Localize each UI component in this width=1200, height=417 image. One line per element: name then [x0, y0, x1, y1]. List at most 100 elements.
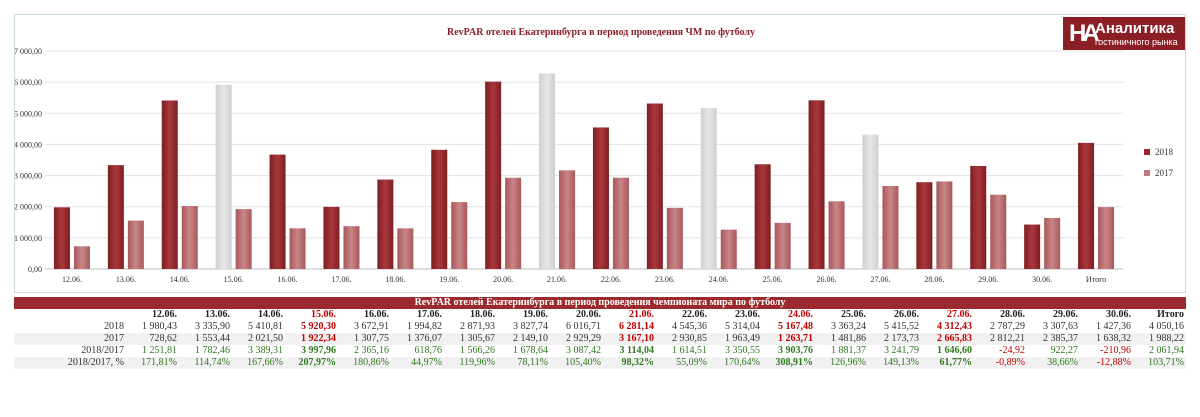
bar-2017-1806 — [397, 228, 414, 269]
row-label: 2018/2017, % — [14, 357, 126, 369]
bar-2017-2106 — [559, 170, 576, 269]
table-cell: 1 263,71 — [762, 333, 815, 345]
table-cell: 105,40% — [550, 357, 603, 369]
table-cell: 3 827,74 — [513, 321, 548, 332]
bar-2017-2506 — [774, 222, 791, 269]
table-cell: 1 638,32 — [1080, 333, 1133, 345]
bar-2017-2006 — [505, 177, 522, 269]
table-cell: 618,76 — [414, 345, 443, 356]
table-cell: 1 980,43 — [142, 321, 177, 332]
table-cell: 3 997,96 — [301, 345, 336, 356]
x-tick-label: 18.06. — [385, 275, 405, 284]
y-tick-label: 6 000,00 — [15, 78, 42, 87]
y-tick-label: 5 000,00 — [15, 109, 42, 118]
table-cell: 149,13% — [868, 357, 921, 369]
table-cell: 2 149,10 — [497, 333, 550, 345]
table-header-2106: 21.06. — [629, 309, 654, 320]
y-tick-label: 1 000,00 — [15, 234, 42, 243]
x-tick-label: 30.06. — [1032, 275, 1052, 284]
table-cell: 1 553,44 — [179, 333, 232, 345]
bar-2017-3006 — [1044, 217, 1061, 269]
bar-2018-Итого — [1078, 142, 1095, 269]
legend-swatch-2017 — [1144, 170, 1150, 176]
table-row: 2018/2017 1 251,81 1 782,46 3 389,31 3 997,9… — [14, 345, 1186, 357]
x-tick-label: 23.06. — [655, 275, 675, 284]
table-cell: 5 410,81 — [248, 321, 283, 332]
table-cell: 103,71% — [1133, 357, 1186, 369]
row-label: 2018 — [104, 321, 124, 332]
table-cell: 5 920,30 — [301, 321, 336, 332]
bar-2017-2206 — [612, 177, 629, 269]
table-cell: 38,66% — [1027, 357, 1080, 369]
table-cell: 3 241,79 — [884, 345, 919, 356]
table-cell: 98,32% — [603, 357, 656, 369]
table-header-1606: 16.06. — [364, 309, 389, 320]
x-tick-label: 17.06. — [331, 275, 351, 284]
table-cell: 2 665,83 — [921, 333, 974, 345]
bar-chart: RevPAR отелей Екатеринбурга в период про… — [15, 27, 1174, 284]
legend-swatch-2018 — [1144, 149, 1150, 155]
table-cell: -24,92 — [999, 345, 1025, 356]
bar-2018-2406 — [700, 108, 717, 269]
bar-2018-1606 — [269, 154, 286, 269]
chart-area: RevPAR отелей Екатеринбурга в период про… — [14, 14, 1186, 293]
table-cell: 6 281,14 — [619, 321, 654, 332]
table-header-2706: 27.06. — [947, 309, 972, 320]
x-tick-label: 20.06. — [493, 275, 513, 284]
x-tick-label: 24.06. — [709, 275, 729, 284]
table-cell: 1 988,22 — [1133, 333, 1186, 345]
table-cell: 55,09% — [656, 357, 709, 369]
table-cell: -12,88% — [1080, 357, 1133, 369]
table-cell: 3 087,42 — [566, 345, 601, 356]
y-tick-label: 2 000,00 — [15, 203, 42, 212]
bar-2017-1506 — [235, 209, 252, 269]
bar-2017-2906 — [990, 194, 1007, 269]
table-cell: 1 646,60 — [937, 345, 972, 356]
bar-2017-1206 — [73, 246, 90, 269]
bar-2018-2106 — [539, 73, 556, 269]
x-tick-label: Итого — [1086, 275, 1106, 284]
x-tick-label: 25.06. — [763, 275, 783, 284]
table-header-1206: 12.06. — [152, 309, 177, 320]
bar-2018-1206 — [53, 207, 70, 269]
x-tick-label: 21.06. — [547, 275, 567, 284]
table-cell: 61,77% — [921, 357, 974, 369]
y-tick-label: 4 000,00 — [15, 140, 42, 149]
table-cell: 1 251,81 — [142, 345, 177, 356]
table-header-2406: 24.06. — [788, 309, 813, 320]
table-cell: 1 427,36 — [1096, 321, 1131, 332]
bar-2018-2706 — [862, 134, 879, 269]
table-cell: 1 614,51 — [672, 345, 707, 356]
x-tick-label: 22.06. — [601, 275, 621, 284]
table-title: RevPAR отелей Екатеринбурга в период про… — [14, 297, 1186, 309]
x-tick-label: 14.06. — [170, 275, 190, 284]
table-cell: 308,91% — [762, 357, 815, 369]
table-cell: 4 545,36 — [672, 321, 707, 332]
table-cell: -0,89% — [974, 357, 1027, 369]
legend-label-2017: 2017 — [1155, 168, 1174, 178]
table-cell: 2 061,94 — [1149, 345, 1184, 356]
table-cell: 3 350,55 — [725, 345, 760, 356]
x-tick-label: 12.06. — [62, 275, 82, 284]
table-cell: 5 415,52 — [884, 321, 919, 332]
table-cell: 1 307,75 — [338, 333, 391, 345]
table-cell: 2 385,37 — [1027, 333, 1080, 345]
table-cell: 2 930,85 — [656, 333, 709, 345]
data-table: RevPAR отелей Екатеринбурга в период про… — [14, 297, 1186, 369]
table-cell: 1 963,49 — [709, 333, 762, 345]
row-label: 2018/2017 — [81, 345, 124, 356]
table-cell: 3 114,04 — [619, 345, 654, 356]
table-cell: 2 173,73 — [868, 333, 921, 345]
table-cell: 126,96% — [815, 357, 868, 369]
table-header-1706: 17.06. — [417, 309, 442, 320]
table-cell: 1 481,86 — [815, 333, 868, 345]
x-tick-label: 26.06. — [817, 275, 837, 284]
bar-2018-1506 — [215, 84, 232, 270]
table-cell: 1 881,37 — [831, 345, 866, 356]
table-cell: 2 365,16 — [354, 345, 389, 356]
table-header-2306: 23.06. — [735, 309, 760, 320]
table-cell: 2 021,50 — [232, 333, 285, 345]
bar-2017-1306 — [127, 220, 144, 269]
bar-2017-1406 — [181, 206, 198, 269]
y-tick-label: 3 000,00 — [15, 172, 42, 181]
